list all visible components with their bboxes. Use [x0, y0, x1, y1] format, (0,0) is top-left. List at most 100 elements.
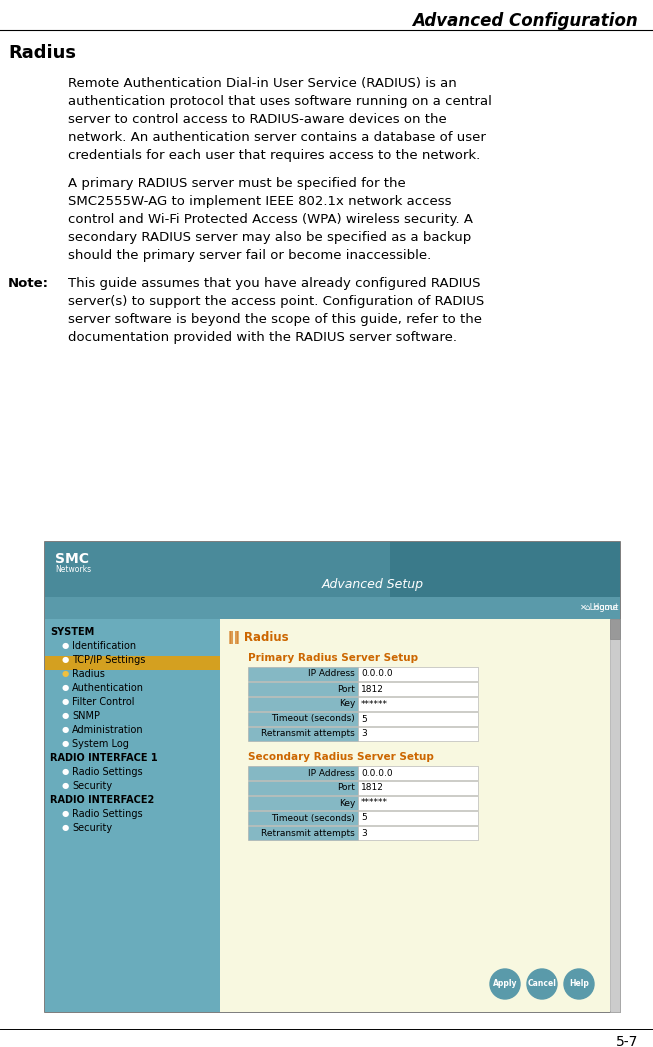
Text: Port: Port [337, 685, 355, 693]
Text: ●: ● [62, 683, 69, 692]
Text: SNMP: SNMP [72, 711, 100, 721]
Text: network. An authentication server contains a database of user: network. An authentication server contai… [68, 131, 486, 144]
Text: ●: ● [62, 781, 69, 790]
Text: SYSTEM: SYSTEM [50, 627, 94, 637]
Text: ●: ● [62, 739, 69, 748]
Text: 3: 3 [361, 730, 367, 738]
Text: documentation provided with the RADIUS server software.: documentation provided with the RADIUS s… [68, 331, 457, 344]
Bar [248, 796, 358, 810]
Text: credentials for each user that requires access to the network.: credentials for each user that requires … [68, 149, 480, 162]
Bar [220, 619, 610, 1012]
Bar [248, 667, 358, 681]
Text: ******: ****** [361, 699, 388, 709]
Text: Note:: Note: [8, 277, 49, 290]
Bar [358, 796, 478, 810]
Text: 1812: 1812 [361, 685, 384, 693]
Text: Radio Settings: Radio Settings [72, 809, 142, 819]
Bar [248, 712, 358, 726]
Text: 3: 3 [361, 828, 367, 838]
Text: Security: Security [72, 781, 112, 790]
Circle shape [490, 970, 520, 999]
Text: 5: 5 [361, 714, 367, 723]
Bar [358, 697, 478, 711]
Text: Retransmit attempts: Retransmit attempts [261, 828, 355, 838]
Bar [610, 619, 620, 1012]
Text: ●: ● [62, 767, 69, 776]
Text: Key: Key [339, 799, 355, 807]
Text: Authentication: Authentication [72, 683, 144, 693]
Text: authentication protocol that uses software running on a central: authentication protocol that uses softwa… [68, 95, 492, 108]
Text: A primary RADIUS server must be specified for the: A primary RADIUS server must be specifie… [68, 177, 406, 190]
Text: Security: Security [72, 823, 112, 833]
Text: Apply: Apply [493, 980, 517, 988]
Text: Filter Control: Filter Control [72, 697, 135, 707]
Text: Radius: Radius [8, 44, 76, 62]
Bar [45, 597, 620, 619]
Bar [248, 781, 358, 795]
Text: Remote Authentication Dial-in User Service (RADIUS) is an: Remote Authentication Dial-in User Servi… [68, 77, 456, 90]
Bar [610, 619, 620, 639]
Text: ‖‖ Radius: ‖‖ Radius [228, 631, 289, 644]
Text: 1812: 1812 [361, 783, 384, 793]
Bar [358, 766, 478, 780]
Text: Administration: Administration [72, 725, 144, 735]
Bar [358, 667, 478, 681]
Text: TCP/IP Settings: TCP/IP Settings [72, 655, 146, 665]
Text: Port: Port [337, 783, 355, 793]
Text: ⌂ Home: ⌂ Home [585, 603, 618, 612]
Text: SMC: SMC [55, 552, 89, 566]
Text: Secondary Radius Server Setup: Secondary Radius Server Setup [248, 752, 434, 762]
Text: control and Wi-Fi Protected Access (WPA) wireless security. A: control and Wi-Fi Protected Access (WPA)… [68, 213, 473, 226]
Text: Retransmit attempts: Retransmit attempts [261, 730, 355, 738]
Text: ●: ● [62, 823, 69, 832]
Bar [248, 826, 358, 840]
Text: RADIO INTERFACE2: RADIO INTERFACE2 [50, 795, 154, 805]
Text: ●: ● [62, 809, 69, 818]
Text: ✕ Logout: ✕ Logout [580, 603, 618, 612]
Text: ●: ● [62, 655, 69, 664]
Bar [358, 727, 478, 741]
Text: ●: ● [62, 697, 69, 706]
Text: SMC2555W-AG to implement IEEE 802.1x network access: SMC2555W-AG to implement IEEE 802.1x net… [68, 195, 451, 208]
Bar [45, 619, 220, 1012]
Text: Radius: Radius [72, 669, 105, 680]
Text: IP Address: IP Address [308, 669, 355, 678]
Bar [248, 682, 358, 696]
Text: ●: ● [62, 711, 69, 720]
Text: Radio Settings: Radio Settings [72, 767, 142, 777]
Text: 0.0.0.0: 0.0.0.0 [361, 669, 392, 678]
Text: Timeout (seconds): Timeout (seconds) [271, 814, 355, 823]
Bar [45, 656, 220, 670]
Text: Advanced Setup: Advanced Setup [322, 578, 424, 591]
Bar [358, 682, 478, 696]
Text: should the primary server fail or become inaccessible.: should the primary server fail or become… [68, 249, 431, 262]
Bar [390, 542, 620, 597]
Text: This guide assumes that you have already configured RADIUS: This guide assumes that you have already… [68, 277, 481, 290]
Bar [248, 766, 358, 780]
Text: ●: ● [62, 725, 69, 734]
Bar [358, 781, 478, 795]
Text: IP Address: IP Address [308, 768, 355, 778]
Text: 5-7: 5-7 [616, 1035, 638, 1047]
Text: System Log: System Log [72, 739, 129, 749]
Bar [248, 697, 358, 711]
Circle shape [564, 970, 594, 999]
Bar [358, 712, 478, 726]
Text: ******: ****** [361, 799, 388, 807]
Text: Timeout (seconds): Timeout (seconds) [271, 714, 355, 723]
Bar [358, 811, 478, 825]
Text: Key: Key [339, 699, 355, 709]
Circle shape [527, 970, 557, 999]
Text: server software is beyond the scope of this guide, refer to the: server software is beyond the scope of t… [68, 313, 482, 326]
Bar [45, 542, 620, 1012]
Text: ●: ● [62, 669, 69, 678]
Bar [248, 727, 358, 741]
Text: 0.0.0.0: 0.0.0.0 [361, 768, 392, 778]
Text: Networks: Networks [55, 565, 91, 574]
Bar [358, 826, 478, 840]
Text: Identification: Identification [72, 641, 136, 651]
Text: Primary Radius Server Setup: Primary Radius Server Setup [248, 653, 418, 663]
Text: Advanced Configuration: Advanced Configuration [412, 12, 638, 30]
Text: Cancel: Cancel [528, 980, 556, 988]
Text: Help: Help [569, 980, 589, 988]
